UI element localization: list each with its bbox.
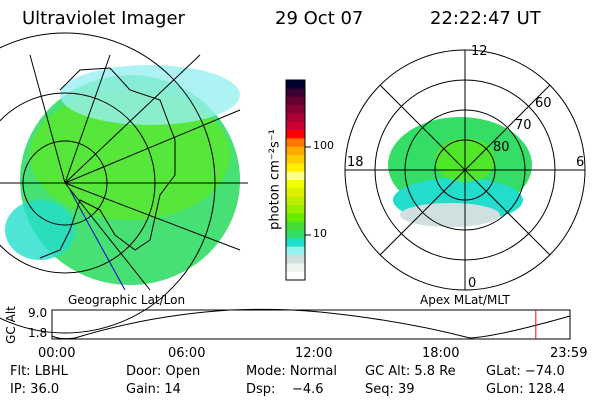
polar-mlat-mlt-plot	[344, 49, 586, 291]
colorbar-swatch	[286, 171, 305, 181]
xtick-0: 00:00	[38, 346, 76, 361]
colorbar-swatch	[286, 255, 305, 264]
time-label: 22:22:47 UT	[430, 8, 541, 29]
lat-70-label: 70	[515, 118, 532, 133]
colorbar-swatch	[286, 238, 305, 248]
colorbar-swatch	[286, 271, 305, 281]
gc-alt-status: GC Alt: 5.8 Re	[365, 364, 456, 379]
glon-status: GLon: 128.4	[486, 382, 566, 397]
instrument-title: Ultraviolet Imager	[22, 8, 185, 29]
colorbar-frame	[285, 79, 306, 281]
colorbar-label: photon cm⁻²s⁻¹	[267, 129, 283, 230]
colorbar-tick-100: 100	[313, 139, 334, 152]
colorbar-swatch	[286, 88, 305, 98]
timeline-ylabel: GC Alt	[3, 306, 18, 344]
colorbar-swatch	[286, 263, 305, 273]
apex-label: Apex MLat/MLT	[420, 293, 510, 307]
colorbar-swatch	[286, 113, 305, 123]
colorbar-swatch	[286, 205, 305, 214]
colorbar-swatch	[286, 130, 305, 139]
xtick-6: 06:00	[168, 346, 206, 361]
colorbar-swatch	[286, 180, 305, 189]
colorbar-swatch	[286, 80, 305, 89]
colorbar-swatch	[286, 230, 305, 239]
lat-80-label: 80	[493, 140, 510, 155]
colorbar-swatch	[286, 146, 305, 156]
door-status: Door: Open	[126, 364, 201, 379]
mlt-18-label: 18	[347, 155, 364, 170]
colorbar-swatch	[286, 246, 305, 256]
colorbar	[285, 79, 306, 281]
ytick-9: 9.0	[28, 306, 48, 320]
colorbar-swatch	[286, 213, 305, 223]
xtick-end: 23:59	[550, 346, 588, 361]
date-label: 29 Oct 07	[275, 8, 364, 29]
geographic-map	[0, 32, 248, 334]
dsp-status: Dsp: −4.6	[246, 382, 324, 397]
mlt-6-label: 6	[576, 155, 585, 170]
lat-60-label: 60	[535, 96, 552, 111]
filter-status: Flt: LBHL	[10, 364, 68, 379]
ip-status: IP: 36.0	[10, 382, 60, 397]
colorbar-swatch	[286, 96, 305, 106]
gain-status: Gain: 14	[126, 382, 181, 397]
colorbar-swatch	[286, 163, 305, 173]
colorbar-swatch	[286, 121, 305, 131]
colorbar-swatch	[286, 138, 305, 148]
colorbar-swatch	[286, 155, 305, 164]
mlt-0-label: 0	[468, 276, 477, 291]
mode-status: Mode: Normal	[246, 364, 337, 379]
ytick-1.8: 1.8	[28, 326, 48, 340]
xtick-18: 18:00	[422, 346, 460, 361]
colorbar-swatch	[286, 221, 305, 231]
geographic-label: Geographic Lat/Lon	[68, 293, 186, 307]
colorbar-swatch	[286, 196, 305, 206]
mlt-12-label: 12	[471, 44, 488, 59]
colorbar-swatch	[286, 188, 305, 198]
colorbar-tick-10: 10	[313, 227, 327, 240]
colorbar-swatch	[286, 105, 305, 114]
glat-status: GLat: −74.0	[486, 364, 565, 379]
xtick-12: 12:00	[295, 346, 333, 361]
seq-status: Seq: 39	[365, 382, 415, 397]
gc-altitude-timeline	[51, 308, 571, 340]
